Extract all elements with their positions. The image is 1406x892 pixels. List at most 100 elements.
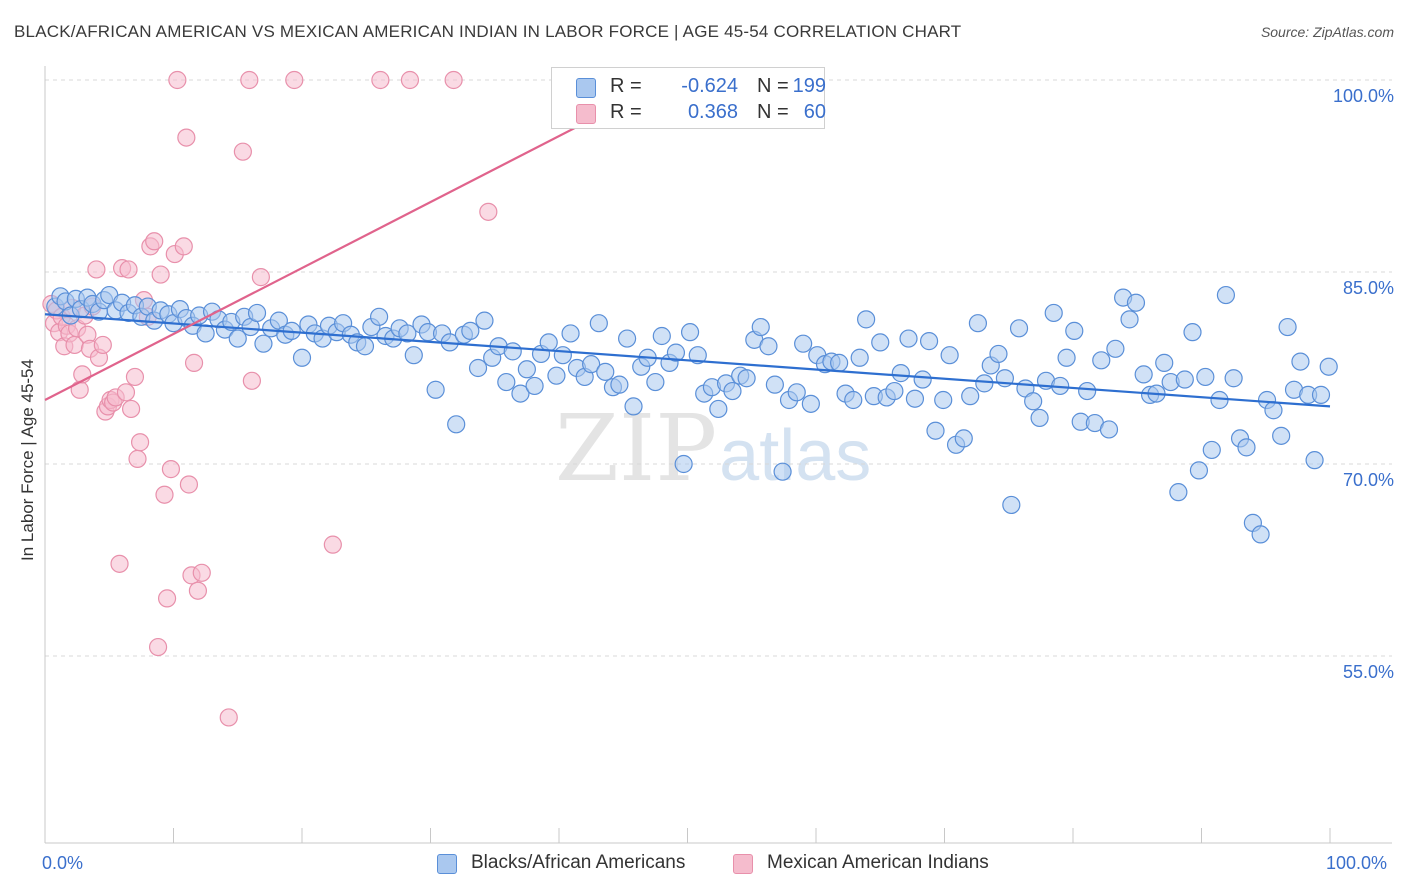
data-point [652,326,671,346]
data-point [240,70,259,90]
data-point [1120,310,1139,329]
data-point [1169,483,1188,502]
data-point [624,397,643,416]
data-point [646,372,665,392]
data-point [940,346,959,365]
legend-swatch-blue [576,78,596,98]
data-point [145,232,164,251]
data-point [582,355,601,374]
data-point [1272,426,1291,445]
data-point [1092,351,1111,370]
legend-label: Mexican American Indians [767,852,989,873]
data-point [913,370,932,389]
data-point [850,348,869,367]
data-point [787,383,806,402]
data-point [547,366,566,385]
data-point [899,329,918,348]
data-point [1251,525,1270,544]
data-point [161,460,181,479]
data-point [1065,321,1084,340]
data-point [525,376,544,396]
data-point [968,314,988,333]
data-point [511,384,530,403]
data-point [461,321,480,340]
data-point [1024,392,1043,411]
data-point [1044,303,1063,323]
legend-n-value: 60 [803,101,826,123]
data-point [765,375,784,394]
data-point [919,332,939,351]
trend-lines [44,79,1331,408]
series-blacks-african-americans [46,285,1338,544]
data-point [1134,365,1153,384]
data-point [447,415,466,434]
legend-swatch-blue [437,854,457,874]
data-point [177,128,196,147]
x-tick-label-max: 100.0% [1326,853,1388,873]
data-point [857,310,876,329]
data-point [905,389,925,408]
data-point [148,637,168,657]
data-point [1319,357,1338,376]
data-point [589,314,608,333]
data-point [188,581,208,600]
data-point [1237,438,1256,457]
data-point [1183,323,1202,342]
data-point [1224,369,1243,388]
y-tick-label: 55.0% [1342,662,1394,682]
data-point [479,202,498,221]
data-point [989,344,1008,364]
data-point [468,358,488,378]
source-label: Source: ZipAtlas.com [1260,24,1394,40]
data-point [723,381,742,401]
data-point [196,324,215,343]
y-tick-label: 100.0% [1332,86,1394,106]
data-point [1291,352,1310,371]
data-point [539,333,558,352]
legend-n-value: 199 [792,75,826,97]
data-point [1057,348,1076,367]
trend-line-blacks-african-americans [44,313,1331,408]
data-point [1216,285,1236,305]
data-point [444,70,463,90]
data-point [934,390,953,410]
x-tick-label-min: 0.0% [42,853,84,873]
data-point [1126,293,1146,312]
data-point [285,70,304,90]
data-point [192,563,211,582]
data-point [119,260,138,279]
correlation-legend: R = -0.624 N = 199 R = 0.368 N = 60 [551,67,826,129]
data-point [830,353,849,372]
data-point [975,374,994,393]
data-point [70,380,89,399]
data-point [1078,381,1097,401]
data-point [179,475,199,494]
data-point [961,387,980,406]
data-point [517,360,536,379]
data-point [1278,317,1297,337]
data-point [233,142,252,161]
data-point [794,334,813,353]
axes [44,66,1392,844]
data-point [1305,451,1324,470]
data-point [618,329,637,348]
data-point [954,429,973,448]
data-point [1175,370,1194,389]
legend-n-label: N = [757,75,789,97]
data-point [1202,440,1221,460]
data-point [87,260,106,279]
data-point [553,346,572,365]
data-point [610,375,629,394]
data-point [891,364,910,383]
data-point [130,433,150,452]
chart-title: BLACK/AFRICAN AMERICAN VS MEXICAN AMERIC… [14,22,962,41]
data-point [426,380,445,399]
trend-line-mexican-american-indians [44,79,669,401]
y-tick-label: 85.0% [1342,278,1394,298]
data-point [184,353,204,372]
data-point [674,454,693,474]
data-point [709,399,728,419]
data-point [1189,461,1209,480]
data-point [404,346,423,365]
data-point [871,333,890,352]
